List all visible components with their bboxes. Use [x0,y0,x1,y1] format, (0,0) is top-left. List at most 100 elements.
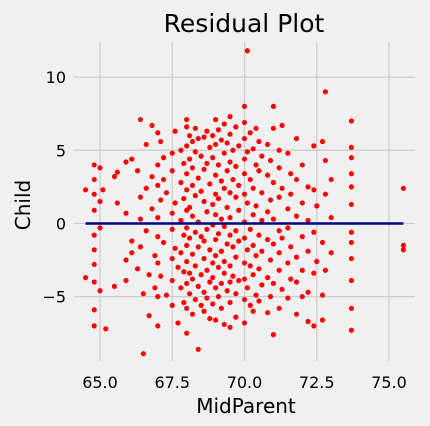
data-point [218,305,224,311]
data-point [319,317,326,323]
data-point [285,206,291,212]
data-point [111,174,118,180]
data-point [224,204,230,210]
chart-title: Residual Plot [164,9,325,38]
data-point [207,144,213,150]
data-point [181,160,187,167]
data-point [227,190,233,196]
data-point [158,138,164,145]
data-point [210,274,216,281]
data-point [227,263,233,269]
data-point [184,116,190,123]
data-point [299,162,305,168]
data-point [213,236,219,243]
data-point [293,254,300,260]
data-point [322,191,329,197]
data-point [241,296,248,303]
data-point [265,236,271,243]
data-point [91,207,97,213]
data-point [221,321,227,328]
data-point [288,171,294,177]
data-point [244,48,250,54]
data-point [270,179,276,186]
data-point [259,248,265,254]
data-point [204,295,210,301]
y-axis-label: Child [11,180,35,230]
data-point [158,273,164,279]
data-point [160,176,167,183]
data-point [155,214,161,221]
data-point [97,198,103,205]
data-point [276,305,282,311]
data-point [195,283,201,289]
data-point [319,239,326,246]
data-point [158,197,164,203]
data-point [233,124,239,130]
data-point [207,315,213,322]
data-point [233,254,239,260]
data-point [215,162,222,168]
data-point [270,241,276,247]
data-point [276,147,282,153]
data-point [213,253,219,259]
data-point [256,266,262,272]
data-point [267,257,274,263]
data-point [149,122,155,129]
data-point [276,250,282,256]
data-point [224,168,230,174]
data-point [244,200,250,206]
data-point [123,210,129,216]
data-point [227,114,233,120]
data-point [213,212,219,218]
data-point [293,135,300,142]
data-point [184,143,190,149]
data-point [155,294,161,300]
data-point [276,165,282,171]
data-point [169,226,175,232]
data-point [236,143,242,149]
data-point [189,213,196,219]
data-point [123,277,129,284]
data-point [97,165,103,171]
data-point [299,234,305,240]
data-point [265,141,271,148]
data-point [256,138,262,145]
data-point [189,251,196,257]
data-point [348,277,355,284]
data-point [91,191,97,197]
data-point [210,201,216,208]
data-point [241,235,248,241]
data-points [82,48,407,357]
data-point [155,260,161,266]
data-point [400,242,407,248]
data-point [198,272,204,278]
data-point [207,181,213,187]
data-point [178,217,184,224]
data-point [305,184,311,190]
data-point [82,274,89,281]
data-point [140,351,146,357]
data-point [328,250,334,256]
data-point [91,279,97,285]
data-point [137,116,144,123]
data-point [155,323,161,329]
data-point [172,245,178,251]
data-point [227,299,233,306]
data-point [97,225,103,231]
data-point [314,258,320,265]
data-point [204,209,210,215]
data-point [215,195,222,202]
data-point [244,149,250,155]
data-point [184,258,190,265]
data-point [227,324,233,330]
data-point [241,171,248,177]
data-point [253,292,259,298]
data-point [184,171,190,177]
data-point [91,261,97,268]
data-point [265,310,271,316]
data-point [241,276,248,282]
data-point [400,185,407,191]
data-point [328,214,334,221]
data-point [305,318,311,325]
data-point [279,185,285,191]
